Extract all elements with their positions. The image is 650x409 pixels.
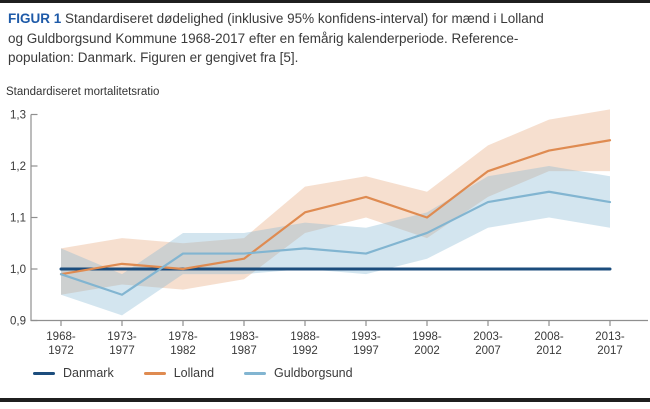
figure-label: FIGUR 1	[8, 11, 62, 26]
x-tick-label: 1973-1977	[107, 331, 137, 357]
guldborgsund-confidence-band	[61, 166, 610, 316]
y-axis-title: Standardiseret mortalitetsratio	[6, 86, 160, 98]
legend-swatch-lolland	[143, 371, 166, 375]
x-tick-label: 1998-2002	[412, 331, 442, 357]
x-tick-label: 2003-2007	[473, 331, 503, 357]
caption-line-1: Standardiseret dødelighed (inklusive 95%…	[65, 11, 544, 26]
legend: Danmark Lolland Guldborgsund	[33, 366, 353, 380]
legend-swatch-danmark	[33, 371, 55, 375]
x-tick-label: 2013-2017	[595, 331, 625, 357]
y-tick-label: 1,3	[10, 110, 26, 122]
lolland-line	[59, 139, 612, 276]
caption-line-2: og Guldborgsund Kommune 1968-2017 efter …	[8, 30, 519, 46]
legend-swatch-guldborgsund	[244, 371, 267, 375]
figure-caption: FIGUR 1 Standardiseret dødelighed (inklu…	[8, 9, 638, 68]
legend-label-danmark: Danmark	[63, 366, 114, 380]
x-tick-label: 1988-1992	[290, 331, 320, 357]
legend-item-danmark: Danmark	[33, 366, 114, 380]
legend-item-lolland: Lolland	[143, 366, 215, 380]
x-tick-label: 1978-1982	[168, 331, 198, 357]
x-tick-label: 1983-1987	[229, 331, 259, 357]
top-rule	[0, 0, 650, 3]
legend-label-guldborgsund: Guldborgsund	[274, 366, 353, 380]
x-tick-label: 1968-1972	[46, 331, 76, 357]
x-tick-label: 1993-1997	[351, 331, 381, 357]
y-tick-label: 0,9	[10, 316, 26, 328]
legend-item-guldborgsund: Guldborgsund	[244, 366, 353, 380]
bottom-rule	[0, 398, 650, 402]
mortality-chart: 0,9 1,0 1,1 1,2 1,3 1968-1972 1973-1977 1978-19…	[10, 109, 648, 357]
legend-label-lolland: Lolland	[173, 366, 215, 380]
guldborgsund-line	[59, 190, 612, 296]
lolland-confidence-band	[61, 109, 610, 295]
caption-line-3: population: Danmark. Figuren er gengivet…	[8, 50, 299, 65]
y-tick-label: 1,0	[10, 264, 26, 276]
x-tick-label: 2008-2012	[534, 331, 564, 357]
y-tick-label: 1,2	[10, 161, 26, 173]
y-tick-label: 1,1	[10, 213, 26, 225]
